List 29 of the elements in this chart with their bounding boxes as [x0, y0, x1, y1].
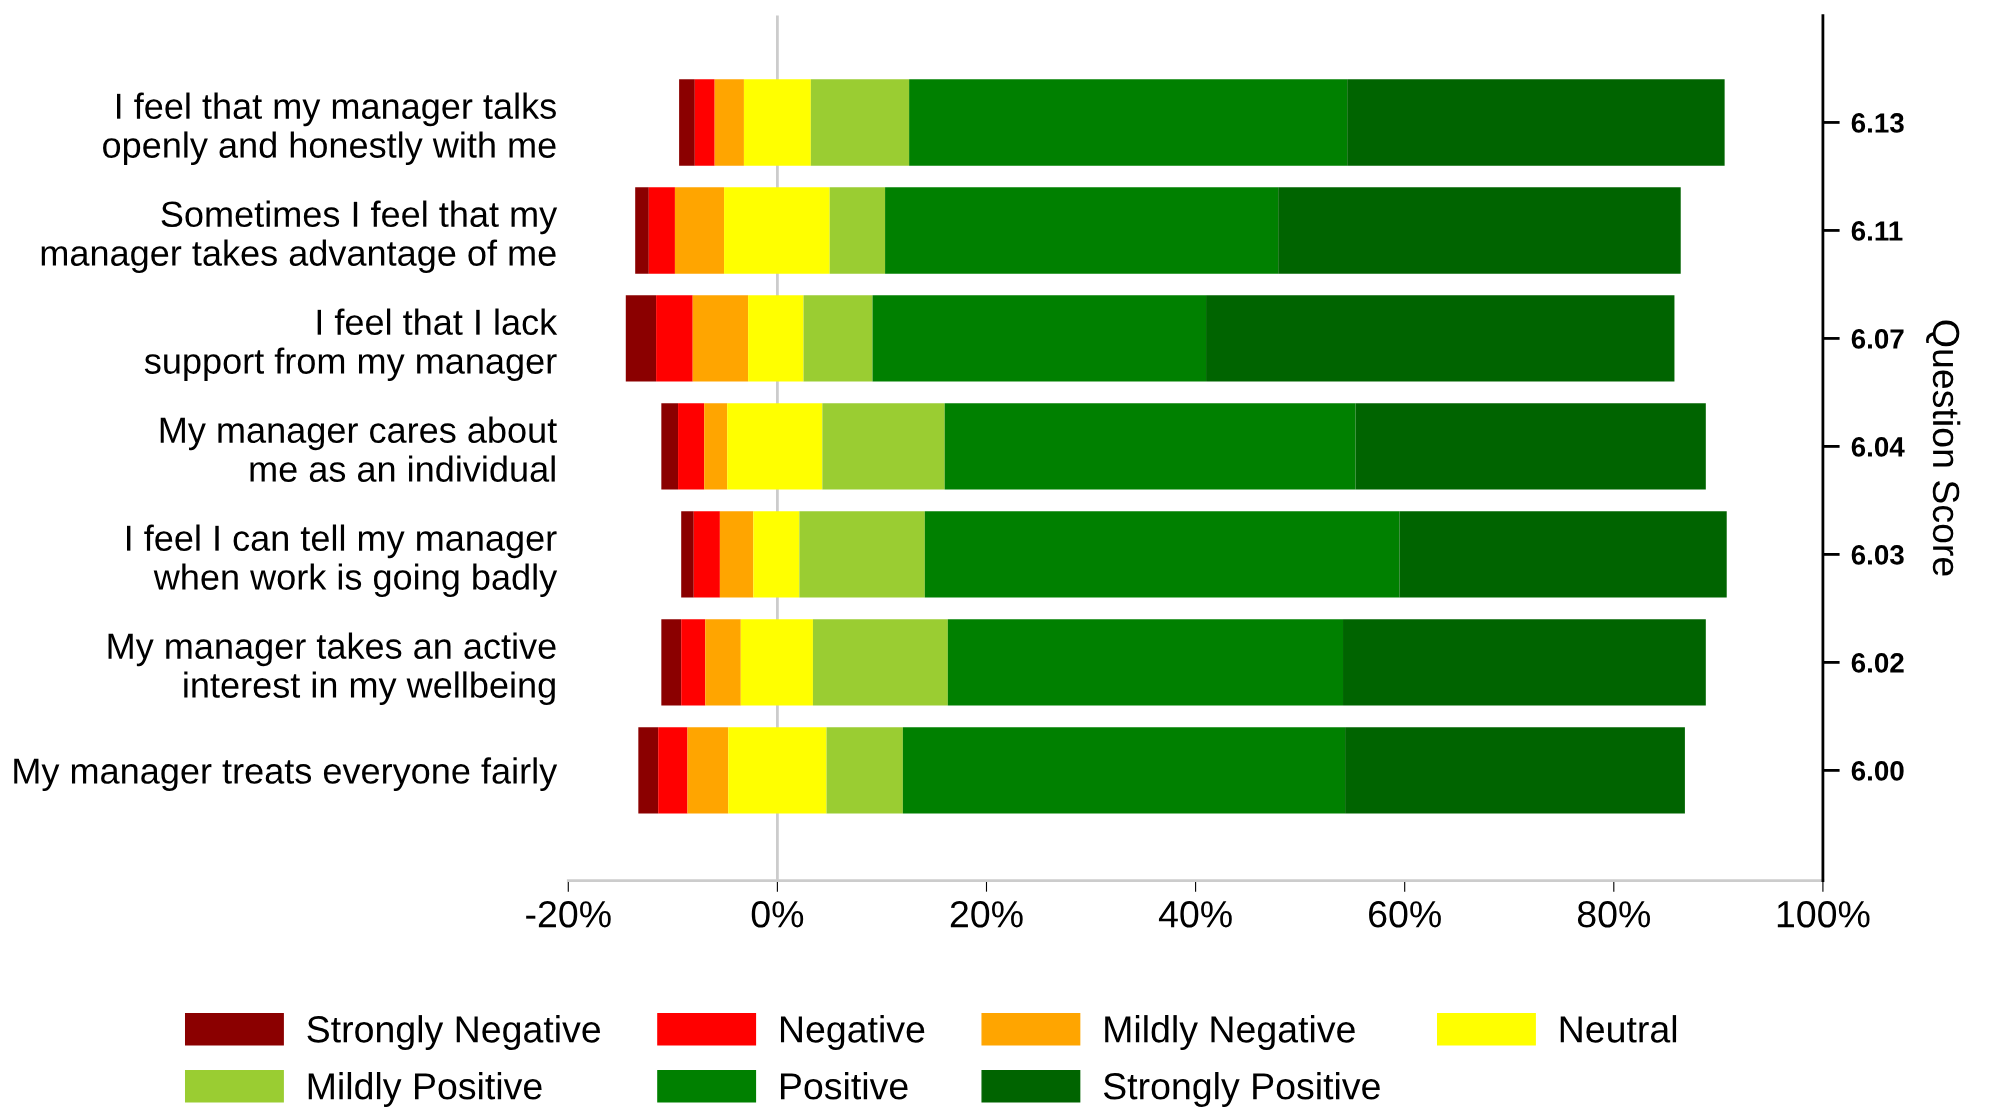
y2-tick-label: 6.11 — [1851, 221, 1903, 241]
x-tick-label: 60% — [1369, 900, 1441, 928]
y2-tick-label: 6.02 — [1851, 653, 1904, 673]
x-tick-label: -20% — [526, 900, 611, 928]
y-tick-label: My manager treats everyone fairly — [14, 757, 558, 791]
x-tick-label: 20% — [950, 900, 1023, 928]
legend-label: Neutral — [1560, 1015, 1677, 1043]
x-tick-label: 0% — [751, 900, 804, 928]
legend-label: Strongly Positive — [1103, 1072, 1380, 1107]
y2-tick-label: 6.13 — [1851, 113, 1904, 133]
x-tick-label: 80% — [1577, 900, 1650, 928]
y2-tick-label: 6.07 — [1851, 329, 1904, 349]
y-tick-label: My manager cares about me as an individual — [160, 416, 557, 482]
legend-label: Positive — [780, 1072, 908, 1100]
y-tick-label: Sometimes I feel that my manager takes advantage of me — [41, 200, 558, 274]
legend-label: Mildly Negative — [1105, 1015, 1355, 1051]
y-tick-label: I feel I can tell my manager when work is going badly — [127, 524, 558, 598]
y-tick-label: I feel that my manager talks openly and honestly with me — [103, 92, 556, 166]
y-tick-label: My manager takes an active interest in my wellbeing — [108, 632, 556, 706]
x-tick-label: 100% — [1777, 900, 1870, 928]
legend-label: Mildly Positive — [308, 1072, 542, 1107]
y2-axis-title: Question Score — [1926, 320, 1961, 576]
y2-tick-label: 6.04 — [1851, 437, 1905, 457]
legend-label: Negative — [780, 1015, 925, 1051]
y-tick-label: I feel that I lack support from my manager — [144, 308, 558, 382]
y2-tick-label: 6.03 — [1851, 545, 1904, 565]
x-tick-label: 40% — [1158, 900, 1232, 928]
legend-label: Strongly Negative — [307, 1015, 601, 1051]
y2-tick-label: 6.00 — [1851, 761, 1904, 781]
